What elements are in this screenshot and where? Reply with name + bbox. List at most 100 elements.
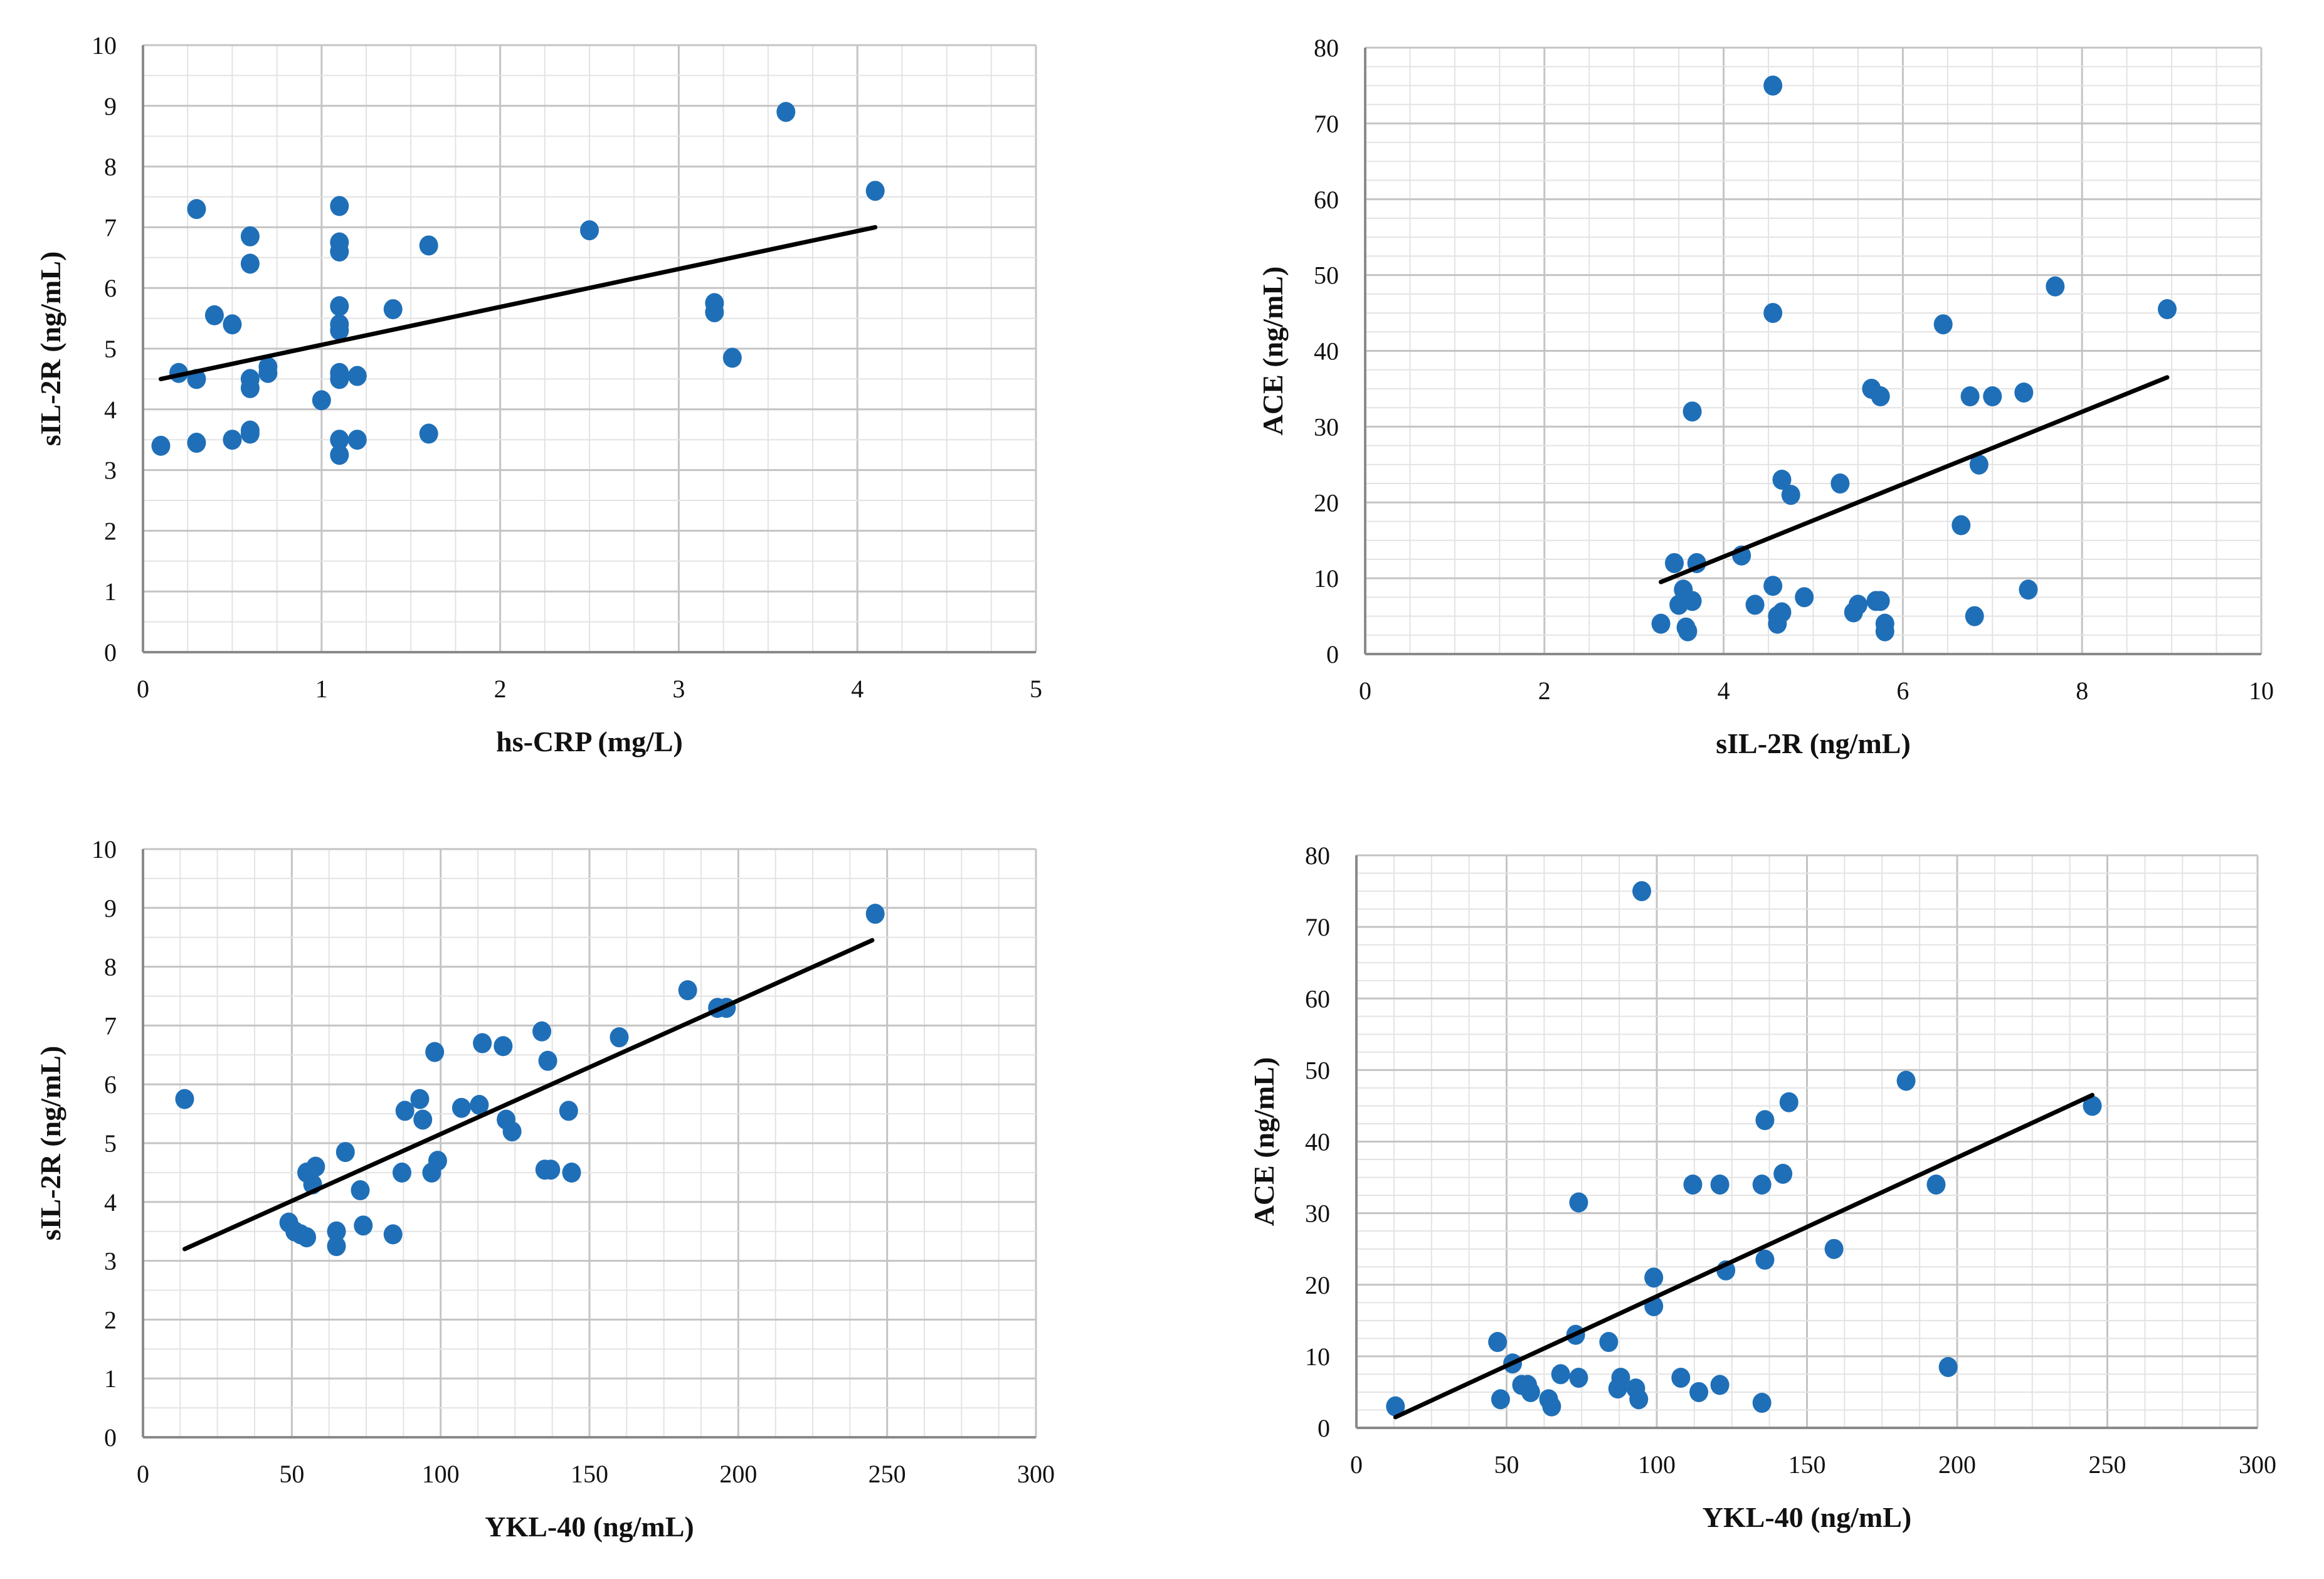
data-point: [351, 1180, 370, 1201]
data-point: [1752, 1174, 1772, 1195]
x-tick-label: 0: [1350, 1450, 1363, 1479]
y-tick-label: 50: [1305, 1056, 1330, 1084]
trendline: [182, 937, 875, 1252]
data-point: [1871, 591, 1890, 611]
data-point: [1772, 469, 1792, 490]
data-point: [562, 1162, 581, 1183]
scatter-panel-ykl40-vs-ace: 0 50 100 150 200 250 300 0 10 20 30 40 50 60 70 80 YKL-4…: [1248, 842, 2276, 1533]
x-tick-label: 2: [1538, 677, 1551, 705]
trendline: [158, 224, 878, 381]
data-point: [1569, 1368, 1588, 1388]
data-point: [1965, 606, 1984, 626]
data-point: [1632, 881, 1652, 902]
y-tick-label: 8: [104, 953, 117, 981]
data-point: [2157, 299, 2177, 320]
data-point: [1689, 1381, 1709, 1402]
data-point: [1491, 1389, 1510, 1410]
data-point: [532, 1021, 552, 1042]
y-axis-title: sIL-2R (ng/mL): [34, 251, 66, 446]
x-tick-label: 4: [851, 675, 864, 703]
x-tick-label: 1: [315, 675, 328, 703]
y-tick-label: 80: [1305, 842, 1330, 870]
y-tick-label: 60: [1314, 186, 1339, 214]
data-point: [722, 347, 742, 368]
data-point: [1521, 1381, 1540, 1402]
y-tick-label: 6: [104, 274, 117, 302]
x-tick-label: 150: [571, 1460, 608, 1488]
data-point: [1969, 454, 1989, 475]
data-point: [776, 102, 796, 122]
x-tick-label: 50: [1494, 1450, 1519, 1479]
grid: [142, 848, 1037, 1439]
data-point: [1824, 1238, 1844, 1259]
x-axis-title: hs-CRP (mg/L): [496, 726, 683, 758]
x-axis-title: sIL-2R (ng/mL): [1716, 727, 1911, 759]
x-tick-label: 300: [1017, 1460, 1055, 1488]
data-point: [330, 430, 349, 450]
data-point: [330, 241, 349, 262]
y-tick-label: 8: [104, 153, 117, 181]
data-point: [1763, 576, 1783, 596]
data-point: [1875, 621, 1894, 642]
data-point: [1960, 386, 1980, 407]
data-point: [1830, 473, 1850, 494]
data-point: [330, 196, 349, 216]
data-point: [1488, 1332, 1508, 1353]
scatter-panel-crp-vs-sil2r: 0 1 2 3 4 5 0 1 2 3 4 5 6 7 8 9 10 hs-CRP (mg/L) sIL-2R (n…: [34, 31, 1042, 758]
data-point: [347, 366, 367, 386]
y-tick-label: 2: [104, 1306, 117, 1334]
data-point: [330, 369, 349, 389]
data-point: [330, 445, 349, 465]
y-tick-label: 10: [92, 31, 117, 60]
y-tick-label: 70: [1314, 110, 1339, 138]
data-point: [425, 1042, 445, 1062]
data-point: [1683, 1174, 1703, 1195]
data-point: [335, 1142, 355, 1163]
data-point: [1651, 613, 1671, 634]
data-point: [1386, 1396, 1405, 1417]
data-point: [705, 302, 724, 322]
data-point: [678, 980, 697, 1001]
data-point: [419, 235, 438, 256]
trendline: [1659, 375, 2170, 584]
data-point: [502, 1121, 522, 1142]
y-tick-label: 3: [104, 1247, 117, 1275]
data-point: [1710, 1174, 1730, 1195]
data-point: [538, 1050, 557, 1071]
data-point: [1629, 1389, 1649, 1410]
y-tick-label: 80: [1314, 34, 1339, 62]
y-tick-label: 50: [1314, 261, 1339, 290]
data-point: [1755, 1110, 1775, 1131]
y-tick-label: 9: [104, 92, 117, 120]
y-tick-label: 6: [104, 1070, 117, 1099]
y-axis-title: ACE (ng/mL): [1257, 267, 1289, 436]
data-point: [1952, 515, 1971, 536]
data-point: [392, 1162, 411, 1183]
data-point: [1644, 1267, 1664, 1288]
y-tick-label: 5: [104, 1129, 117, 1158]
data-point: [1772, 602, 1792, 623]
y-tick-label: 2: [104, 517, 117, 545]
data-point: [1848, 594, 1867, 615]
x-tick-label: 3: [672, 675, 685, 703]
x-tick-label: 0: [137, 1460, 149, 1488]
data-point: [1781, 485, 1800, 505]
data-point: [347, 430, 367, 450]
data-point: [419, 423, 438, 444]
data-point: [1611, 1368, 1630, 1388]
data-point: [1745, 594, 1765, 615]
x-tick-label: 100: [422, 1460, 460, 1488]
data-point: [452, 1097, 471, 1118]
y-tick-label: 20: [1305, 1271, 1330, 1299]
y-tick-label: 0: [104, 1423, 117, 1452]
data-points: [151, 102, 885, 465]
data-point: [1773, 1163, 1793, 1184]
y-tick-label: 5: [104, 335, 117, 363]
y-tick-label: 0: [104, 638, 117, 667]
data-point: [494, 1036, 513, 1057]
data-point: [413, 1109, 433, 1130]
scatter-panel-ykl40-vs-sil2r: 0 50 100 150 200 250 300 0 1 2 3 4 5 6 7 8 9 10 YKL-40 (ng…: [34, 835, 1055, 1543]
data-point: [240, 423, 260, 444]
data-point: [151, 435, 171, 456]
